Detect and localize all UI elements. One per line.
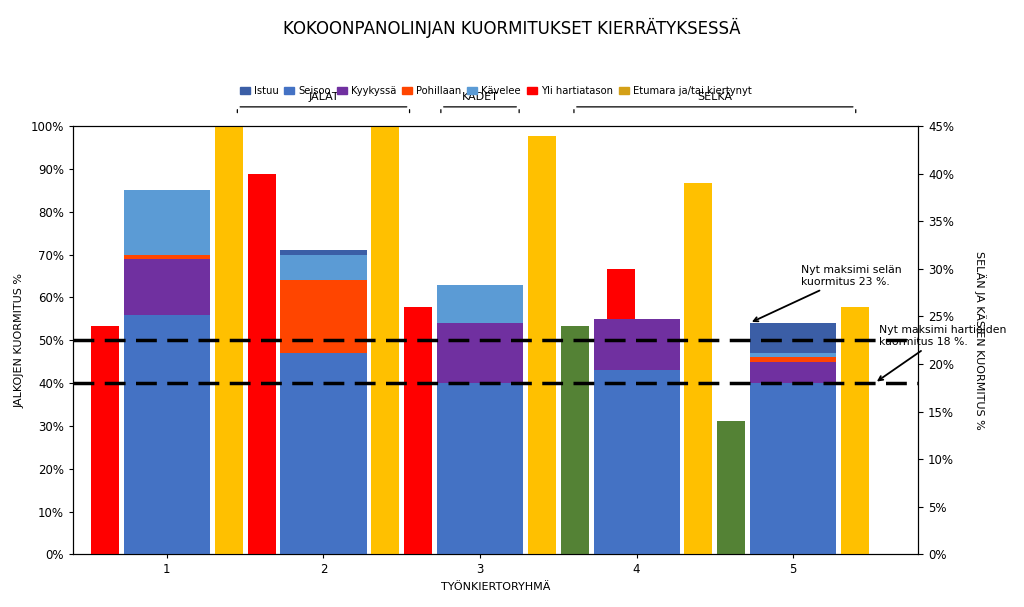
Bar [248,174,275,554]
Bar [684,183,713,554]
Y-axis label: JALKOJEN KUORMITUS %: JALKOJEN KUORMITUS % [15,273,25,408]
Bar [437,383,523,554]
Bar [281,250,367,254]
Bar [607,269,635,554]
Bar [371,117,399,554]
Bar [560,326,589,554]
Bar [124,254,210,259]
Legend: Istuu, Seisoo, Kyykyssä, Pohillaan, Kävelee, Yli hartiatason, Etumara ja/tai kie: Istuu, Seisoo, Kyykyssä, Pohillaan, Käve… [236,82,756,100]
Bar [527,135,556,554]
Bar [281,254,367,280]
Bar [281,280,367,353]
Text: KOKOONPANOLINJAN KUORMITUKSET KIERRÄTYKSESSÄ: KOKOONPANOLINJAN KUORMITUKSET KIERRÄTYKS… [284,18,740,38]
Bar [594,370,680,554]
Bar [437,285,523,323]
Text: JALAT: JALAT [308,92,339,102]
Text: Nyt maksimi selän
kuormitus 23 %.: Nyt maksimi selän kuormitus 23 %. [754,265,901,321]
Bar [763,354,792,554]
Bar [750,362,837,383]
Bar [750,358,837,362]
Bar [91,326,119,554]
Text: KÄDET: KÄDET [462,92,499,102]
Bar [404,307,432,554]
Bar [437,323,523,383]
Bar [281,353,367,554]
Bar [750,323,837,353]
Bar [750,353,837,358]
Bar [215,78,243,554]
Bar [124,314,210,554]
Bar [717,421,745,554]
Text: Nyt maksimi hartioiden
kuormitus 18 %.: Nyt maksimi hartioiden kuormitus 18 %. [879,325,1007,381]
Text: SELKÄ: SELKÄ [697,92,732,102]
Bar [750,383,837,554]
Bar [124,259,210,314]
Bar [124,191,210,254]
Y-axis label: SELÄN JA KÄSIEN KUORMITUS %: SELÄN JA KÄSIEN KUORMITUS % [974,251,985,430]
Bar [841,307,869,554]
Bar [594,319,680,370]
X-axis label: TYÖNKIERTORYHMÄ: TYÖNKIERTORYHMÄ [441,582,550,592]
